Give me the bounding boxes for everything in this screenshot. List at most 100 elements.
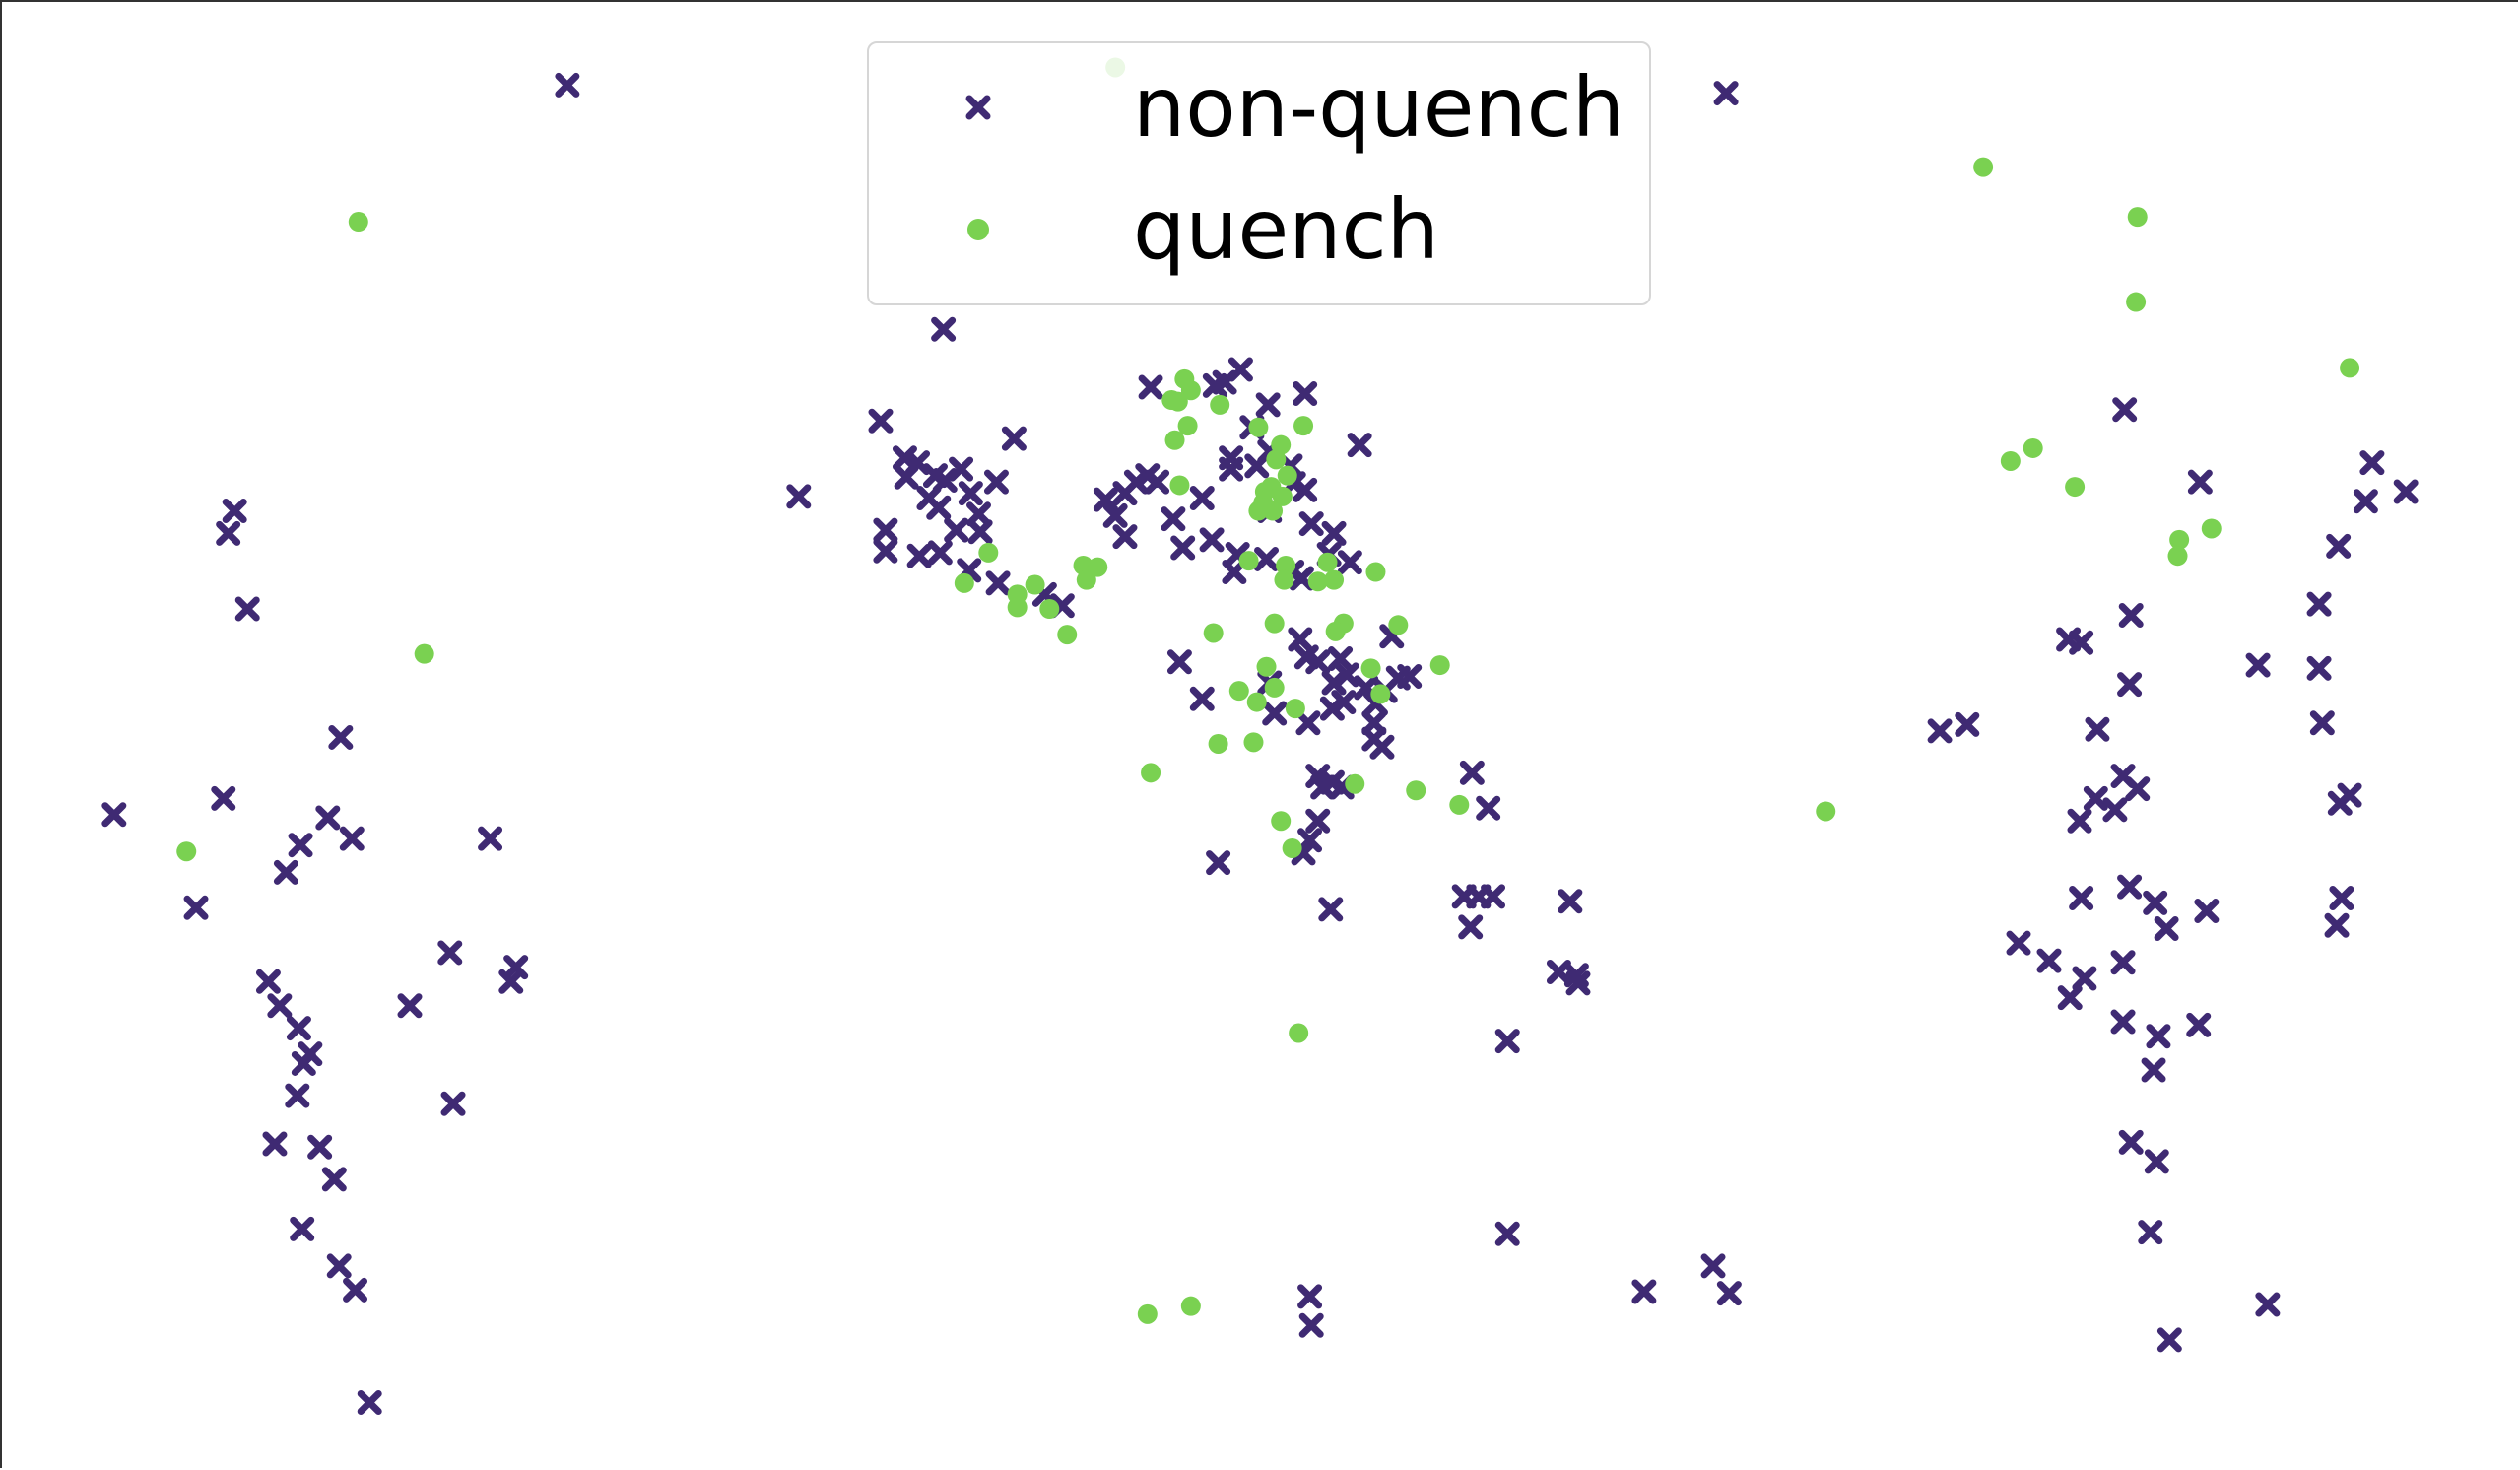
point-non-quench-12 <box>101 802 127 828</box>
point-non-quench-97 <box>1305 649 1331 675</box>
point-quench-1 <box>1973 157 1994 177</box>
point-quench-23 <box>1164 430 1185 450</box>
point-non-quench-14 <box>288 833 313 858</box>
point-quench-61 <box>1264 677 1285 698</box>
point-non-quench-159 <box>2125 776 2151 802</box>
point-quench-45 <box>1025 574 1045 595</box>
point-non-quench-136 <box>1297 1284 1323 1309</box>
point-non-quench-100 <box>1321 670 1347 696</box>
legend-label-quench: quench <box>1133 181 1439 278</box>
point-quench-16 <box>1180 380 1201 401</box>
point-quench-3 <box>2126 292 2147 312</box>
point-quench-37 <box>1274 569 1294 590</box>
point-non-quench-6 <box>1347 433 1372 458</box>
point-non-quench-83 <box>1321 520 1347 546</box>
point-non-quench-129 <box>1458 914 1484 940</box>
point-quench-47 <box>1057 625 1078 645</box>
legend-entry-quench: quench <box>869 175 1649 284</box>
point-quench-25 <box>1266 449 1287 470</box>
point-quench-55 <box>1388 615 1409 635</box>
point-quench-57 <box>1256 656 1277 677</box>
point-quench-66 <box>1141 763 1161 783</box>
point-non-quench-109 <box>1295 710 1321 736</box>
point-non-quench-125 <box>1476 795 1501 821</box>
legend-label-non-quench: non-quench <box>1133 59 1625 156</box>
point-non-quench-176 <box>2057 985 2083 1011</box>
point-non-quench-164 <box>2327 790 2353 816</box>
point-non-quench-181 <box>2118 1129 2144 1155</box>
point-quench-8 <box>2000 450 2021 471</box>
point-non-quench-122 <box>1206 850 1231 876</box>
point-non-quench-44 <box>926 495 952 520</box>
point-non-quench-21 <box>498 969 524 994</box>
point-non-quench-92 <box>1289 566 1314 591</box>
point-non-quench-72 <box>1293 380 1318 406</box>
point-non-quench-90 <box>1337 550 1362 575</box>
point-non-quench-41 <box>949 456 974 482</box>
point-non-quench-182 <box>2144 1149 2169 1174</box>
point-non-quench-173 <box>2036 948 2062 973</box>
point-non-quench-52 <box>927 540 953 566</box>
point-quench-9 <box>2023 437 2043 458</box>
point-non-quench-32 <box>321 1167 347 1192</box>
point-non-quench-51 <box>906 543 932 568</box>
x-marker-icon <box>965 95 991 120</box>
point-quench-10 <box>2065 477 2086 498</box>
point-non-quench-147 <box>2306 591 2332 617</box>
point-non-quench-25 <box>286 1016 311 1041</box>
point-non-quench-34 <box>326 1253 352 1279</box>
point-non-quench-105 <box>1397 663 1423 689</box>
point-non-quench-175 <box>2072 966 2097 991</box>
point-non-quench-130 <box>1558 889 1583 914</box>
circle-marker-icon <box>967 219 989 240</box>
point-quench-13 <box>2201 518 2222 539</box>
point-non-quench-178 <box>2146 1024 2171 1049</box>
point-non-quench-160 <box>2083 785 2108 811</box>
point-quench-36 <box>1317 552 1338 572</box>
point-quench-18 <box>1161 390 1182 411</box>
point-quench-49 <box>1088 557 1108 577</box>
point-non-quench-179 <box>2186 1012 2212 1037</box>
point-non-quench-174 <box>2110 950 2136 975</box>
point-non-quench-18 <box>183 895 209 920</box>
point-quench-64 <box>1208 733 1228 754</box>
point-non-quench-16 <box>478 826 503 851</box>
point-non-quench-0 <box>555 72 580 98</box>
point-non-quench-5 <box>1001 426 1027 451</box>
point-non-quench-177 <box>2110 1009 2136 1035</box>
point-non-quench-114 <box>1361 726 1387 752</box>
point-quench-74 <box>1180 1296 1201 1316</box>
point-non-quench-4 <box>786 484 812 509</box>
point-quench-73 <box>1137 1303 1158 1324</box>
point-non-quench-146 <box>2326 533 2352 559</box>
point-quench-70 <box>1271 811 1292 832</box>
point-non-quench-19 <box>437 940 463 966</box>
point-non-quench-134 <box>1494 1029 1520 1054</box>
point-non-quench-9 <box>234 596 260 622</box>
point-non-quench-45 <box>958 481 983 506</box>
point-non-quench-150 <box>2069 630 2094 655</box>
point-non-quench-65 <box>1161 506 1186 532</box>
point-non-quench-145 <box>2393 479 2419 504</box>
point-non-quench-49 <box>944 517 969 543</box>
point-non-quench-148 <box>2118 603 2144 629</box>
point-non-quench-135 <box>1494 1221 1520 1246</box>
point-quench-4 <box>2340 358 2360 378</box>
point-non-quench-2 <box>931 316 957 342</box>
point-non-quench-155 <box>1927 718 1953 744</box>
point-non-quench-13 <box>315 805 341 831</box>
point-non-quench-137 <box>1298 1312 1324 1338</box>
point-non-quench-30 <box>262 1131 288 1157</box>
point-quench-56 <box>1429 655 1450 676</box>
point-quench-38 <box>1307 571 1328 592</box>
point-non-quench-165 <box>2117 874 2143 900</box>
point-quench-68 <box>1406 780 1426 801</box>
point-non-quench-33 <box>290 1216 315 1241</box>
point-non-quench-3 <box>868 408 894 434</box>
point-non-quench-95 <box>1288 627 1313 652</box>
point-quench-35 <box>1276 555 1296 575</box>
legend: non-quench quench <box>867 41 1651 305</box>
point-quench-27 <box>1169 475 1190 496</box>
point-quench-51 <box>1203 623 1224 643</box>
point-non-quench-71 <box>1255 392 1281 418</box>
